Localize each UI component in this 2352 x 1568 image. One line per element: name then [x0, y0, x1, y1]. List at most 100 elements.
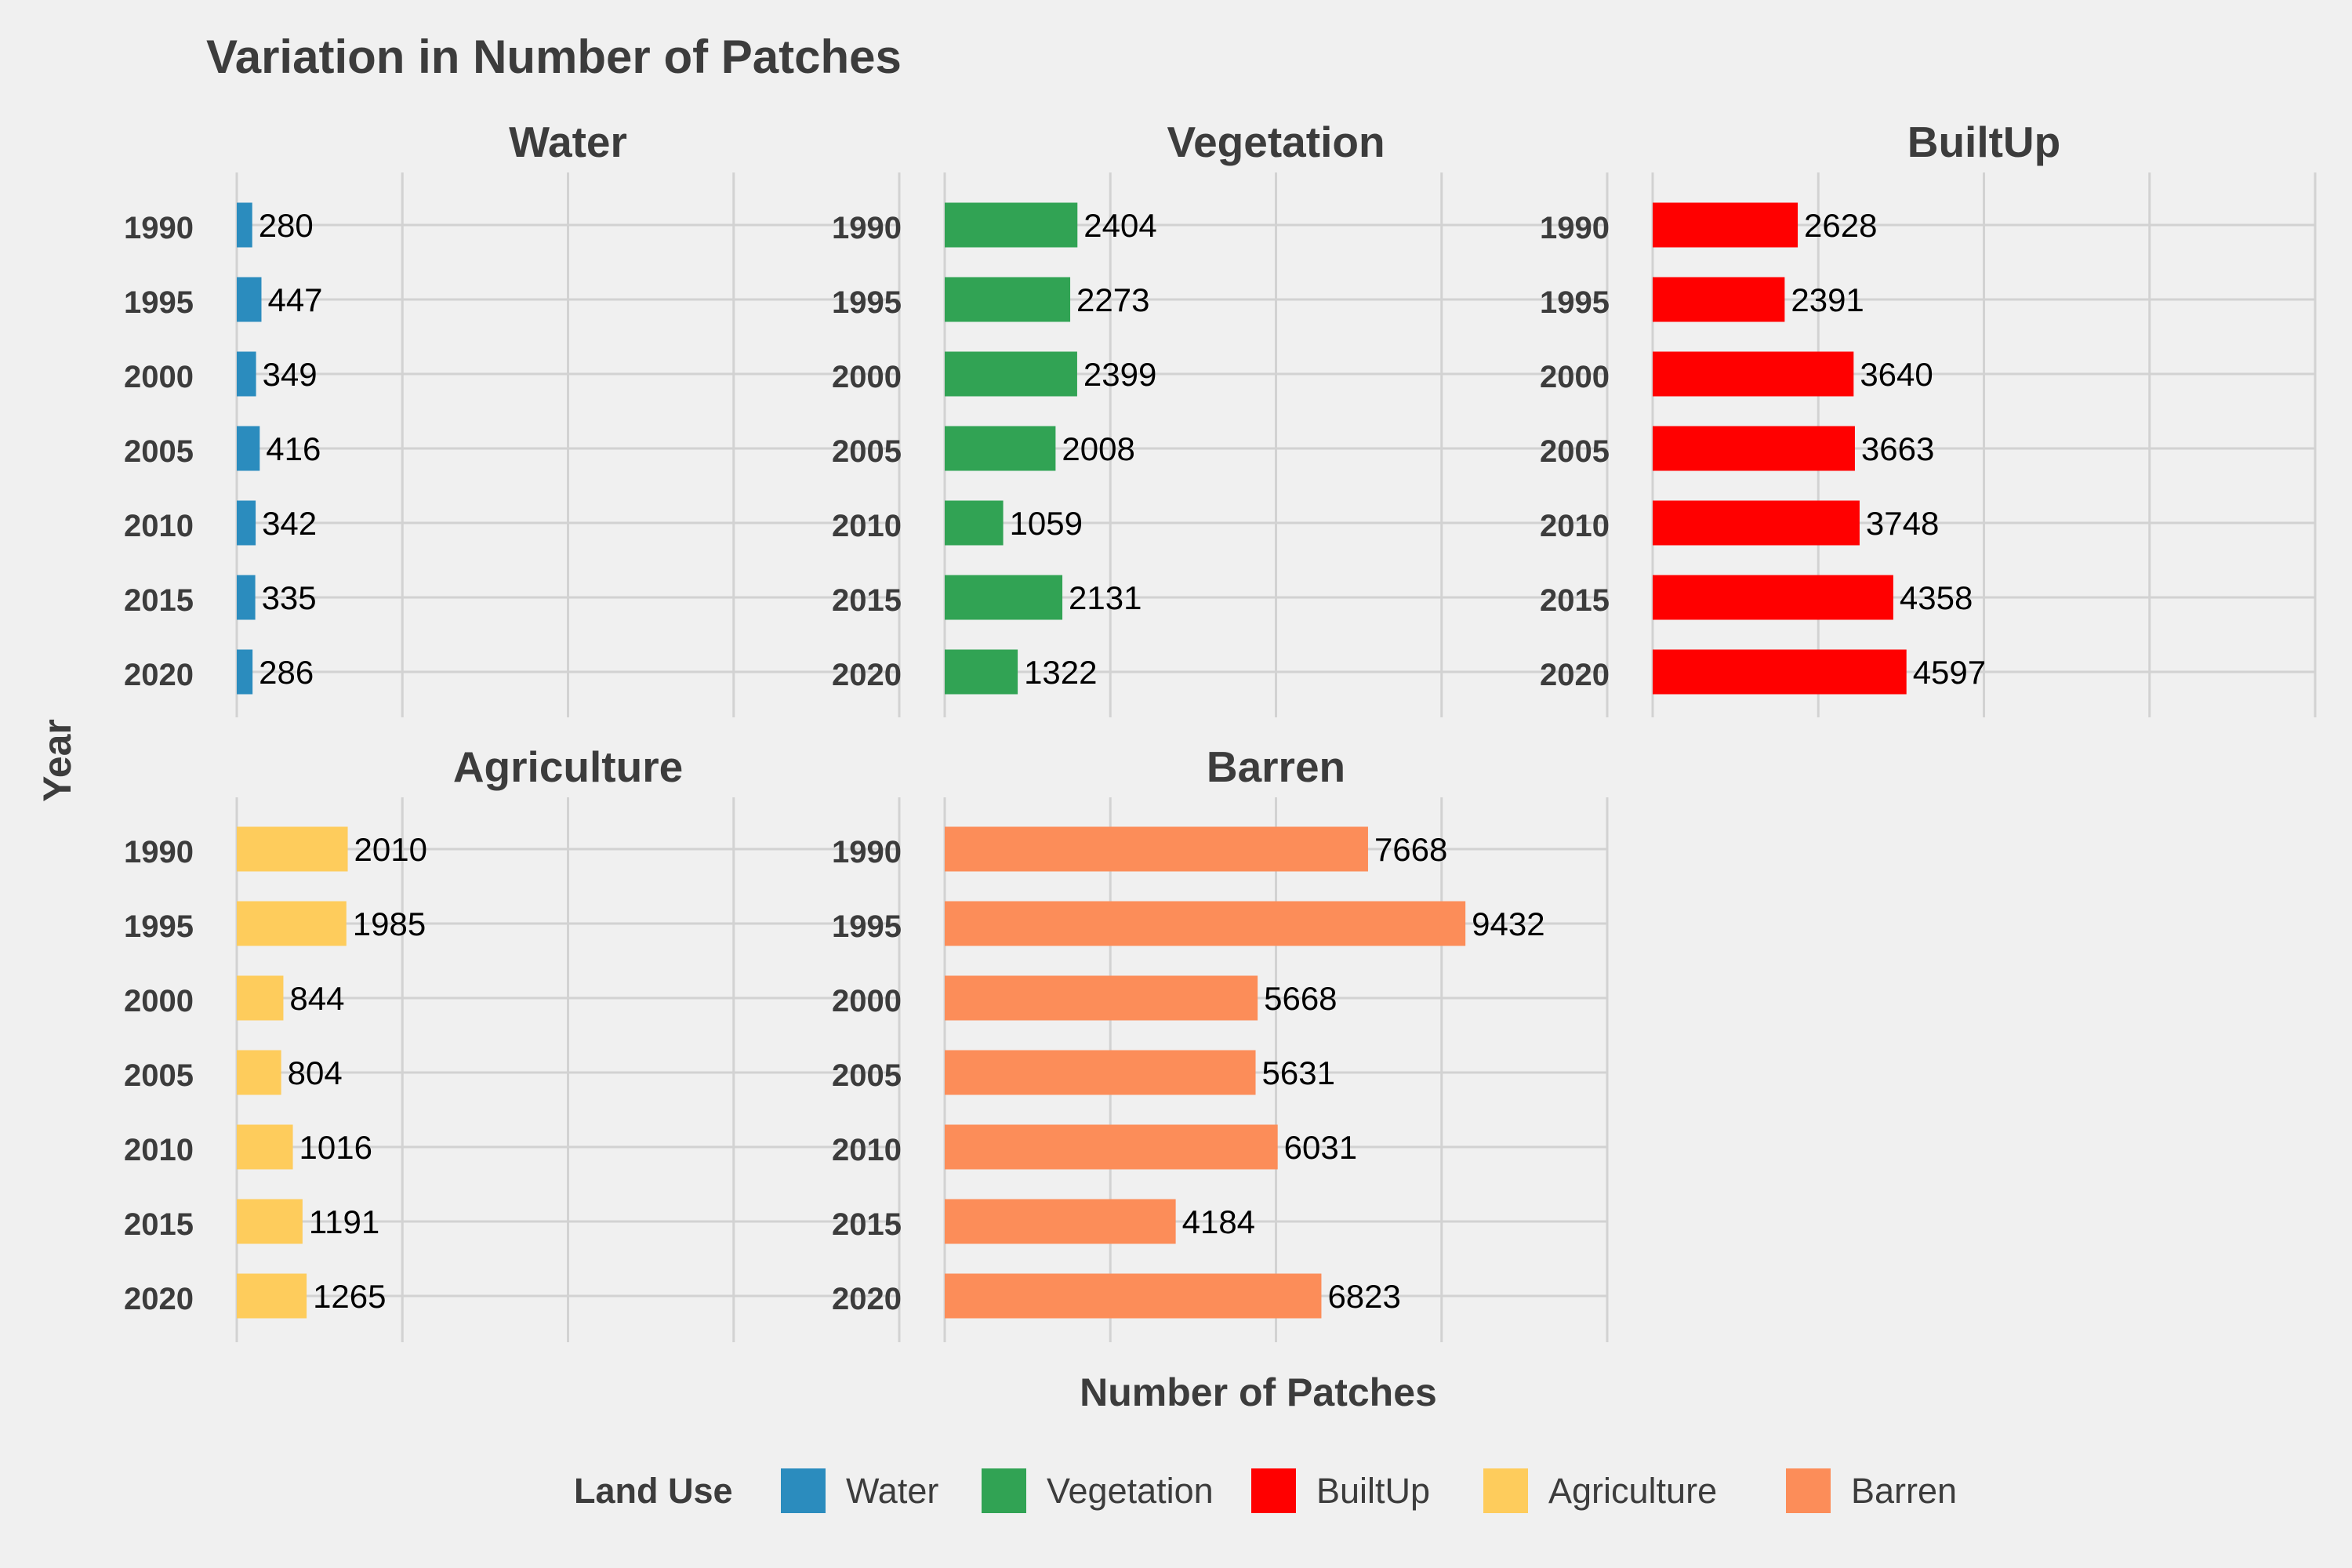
y-tick-label: 2000: [1540, 360, 1610, 394]
y-tick-label: 2020: [832, 1282, 902, 1316]
bar-vegetation-1990: [945, 202, 1078, 248]
facet-title-water: Water: [509, 118, 627, 166]
y-tick-label: 2005: [124, 1058, 194, 1093]
bar-agriculture-2020: [237, 1273, 307, 1319]
data-label: 280: [259, 207, 314, 244]
y-tick-label: 2015: [832, 583, 902, 618]
bar-water-2020: [237, 649, 253, 695]
bar-builtup-1990: [1653, 202, 1798, 248]
y-tick-label: 1995: [124, 285, 194, 320]
bar-barren-1990: [945, 826, 1368, 872]
bar-agriculture-2010: [237, 1124, 293, 1170]
y-tick-label: 2010: [832, 509, 902, 543]
bar-water-2010: [237, 500, 256, 546]
data-label: 1265: [313, 1278, 386, 1315]
bar-builtup-2000: [1653, 351, 1854, 397]
data-label: 3663: [1861, 430, 1934, 467]
bar-builtup-2015: [1653, 575, 1893, 620]
y-tick-label: 2010: [832, 1133, 902, 1167]
legend-label-builtup: BuiltUp: [1316, 1471, 1430, 1511]
data-label: 2131: [1069, 579, 1142, 616]
data-label: 2010: [354, 831, 427, 868]
y-tick-label: 1995: [832, 909, 902, 944]
data-label: 1322: [1024, 654, 1097, 691]
bar-agriculture-1990: [237, 826, 348, 872]
bar-vegetation-2010: [945, 500, 1004, 546]
data-label: 2273: [1076, 281, 1149, 318]
data-label: 4358: [1900, 579, 1973, 616]
y-tick-label: 1990: [832, 835, 902, 869]
y-tick-label: 2010: [1540, 509, 1610, 543]
bar-barren-2020: [945, 1273, 1322, 1319]
y-tick-label: 2020: [1540, 658, 1610, 692]
y-tick-label: 1990: [1540, 211, 1610, 245]
legend-swatch-water: [781, 1468, 826, 1513]
bar-water-1990: [237, 202, 252, 248]
bar-agriculture-2015: [237, 1199, 303, 1244]
data-label: 2628: [1804, 207, 1877, 244]
bar-water-1995: [237, 277, 262, 322]
bar-barren-2015: [945, 1199, 1176, 1244]
panel-builtup: BuiltUp 1990 1995 2000 2005 2010 2015 2020 2628 2…: [1540, 118, 2317, 717]
data-label: 2391: [1791, 281, 1864, 318]
y-tick-label: 1990: [832, 211, 902, 245]
chart-title: Variation in Number of Patches: [206, 31, 902, 83]
data-label: 9432: [1472, 906, 1544, 942]
data-label: 1059: [1010, 505, 1083, 542]
legend-title: Land Use: [574, 1471, 733, 1511]
y-tick-label: 2005: [124, 434, 194, 469]
facet-panels: Water 1990 1995 2000 2005 2010 2015 2020 280 447 3…: [124, 118, 2317, 1342]
data-label: 4597: [1913, 654, 1986, 691]
bar-barren-1995: [945, 901, 1466, 946]
facet-title-builtup: BuiltUp: [1907, 118, 2061, 166]
y-tick-label: 2000: [124, 984, 194, 1018]
data-label: 1016: [299, 1129, 372, 1166]
y-tick-label: 2005: [832, 434, 902, 469]
legend-label-agriculture: Agriculture: [1548, 1471, 1717, 1511]
bar-builtup-2005: [1653, 426, 1855, 471]
data-label: 2404: [1083, 207, 1156, 244]
panel-barren: Barren 1990 1995 2000 2005 2010 2015 2020 7668 94…: [832, 742, 1609, 1342]
data-label: 7668: [1374, 831, 1447, 868]
y-tick-label: 2015: [124, 1207, 194, 1242]
data-label: 3748: [1866, 505, 1939, 542]
y-tick-label: 1995: [832, 285, 902, 320]
bar-vegetation-2000: [945, 351, 1077, 397]
y-tick-label: 2015: [124, 583, 194, 618]
panel-water: Water 1990 1995 2000 2005 2010 2015 2020 280 447 3…: [124, 118, 901, 717]
y-tick-label: 2010: [124, 1133, 194, 1167]
legend-swatch-barren: [1786, 1468, 1831, 1513]
bar-vegetation-2015: [945, 575, 1063, 620]
data-label: 1985: [353, 906, 426, 942]
y-tick-label: 1995: [1540, 285, 1610, 320]
bar-vegetation-1995: [945, 277, 1071, 322]
bar-builtup-2020: [1653, 649, 1907, 695]
bar-agriculture-2000: [237, 975, 284, 1021]
data-label: 447: [267, 281, 322, 318]
legend-label-barren: Barren: [1851, 1471, 1957, 1511]
bar-barren-2000: [945, 975, 1258, 1021]
data-label: 5668: [1264, 980, 1337, 1017]
y-tick-label: 2005: [1540, 434, 1610, 469]
y-tick-label: 2015: [1540, 583, 1610, 618]
data-label: 5631: [1262, 1054, 1335, 1091]
legend: Land Use Water Vegetation BuiltUp Agricultu…: [574, 1468, 1957, 1513]
facet-title-agriculture: Agriculture: [453, 742, 683, 791]
facet-title-barren: Barren: [1207, 742, 1345, 791]
legend-swatch-agriculture: [1483, 1468, 1528, 1513]
panel-agriculture: Agriculture 1990 1995 2000 2005 2010 2015 2020 2…: [124, 742, 901, 1342]
y-tick-label: 2020: [832, 658, 902, 692]
data-label: 4184: [1182, 1203, 1255, 1240]
bar-vegetation-2005: [945, 426, 1056, 471]
data-label: 6031: [1284, 1129, 1357, 1166]
y-tick-label: 1995: [124, 909, 194, 944]
bar-water-2000: [237, 351, 256, 397]
facet-title-vegetation: Vegetation: [1167, 118, 1385, 166]
y-axis-label: Year: [35, 719, 79, 802]
bar-water-2015: [237, 575, 256, 620]
x-axis-label: Number of Patches: [1080, 1370, 1437, 1414]
data-label: 335: [262, 579, 317, 616]
bar-agriculture-2005: [237, 1050, 281, 1095]
y-tick-label: 2010: [124, 509, 194, 543]
